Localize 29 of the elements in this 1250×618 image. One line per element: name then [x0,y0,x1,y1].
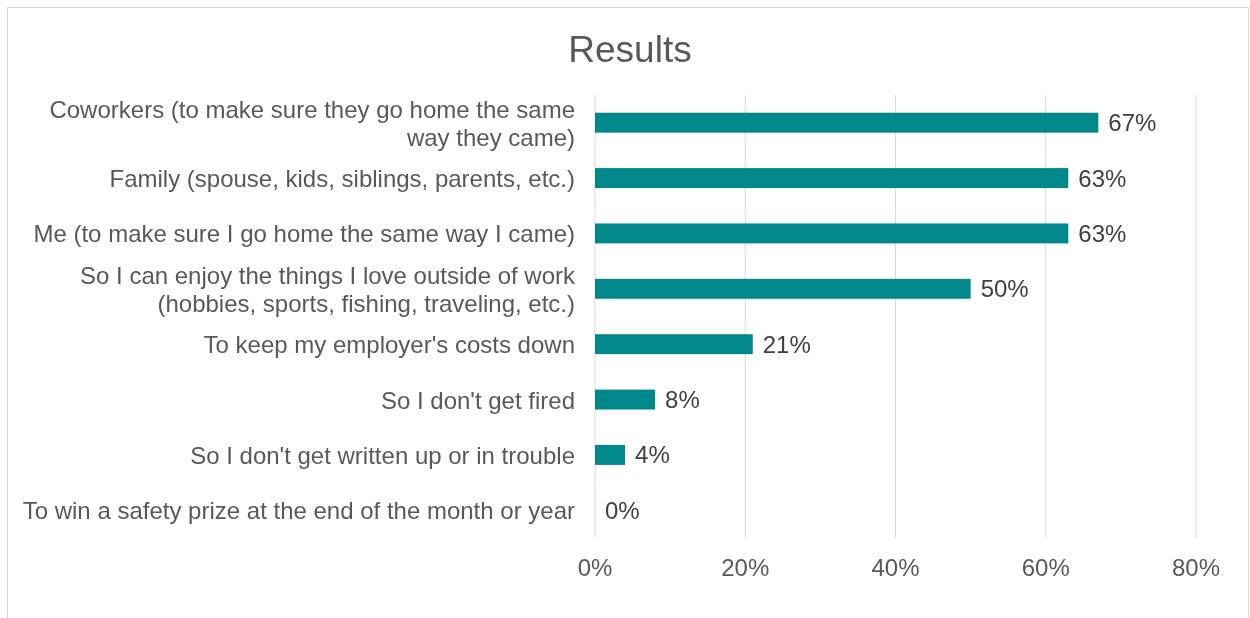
data-label: 50% [980,275,1029,303]
data-label: 8% [665,386,700,414]
x-tick-label: 60% [1021,554,1070,581]
y-tick-label: So I don't get written up or in trouble [190,441,575,469]
x-tick-label: 20% [721,554,770,581]
bar [595,334,753,355]
y-tick-label: Coworkers (to make sure they go home the same way they came) [49,95,575,151]
chart-title: Results [568,29,692,70]
bar [595,389,656,410]
y-tick-label: So I don't get fired [380,386,575,414]
data-label: 63% [1078,219,1127,247]
bar [595,278,971,299]
bar [595,168,1069,189]
y-tick-label: Family (spouse, kids, siblings, parents, etc.) [109,164,575,192]
y-tick-label: To win a safety prize at the end of the month or year [22,496,575,524]
data-label: 4% [635,441,670,469]
data-label: 67% [1108,109,1157,137]
y-tick-label: So I can enjoy the things I love outside of work (hobbies, sports, fishing, traveling, etc.) [80,261,576,317]
x-tick-label: 80% [1171,554,1221,581]
x-tick-label: 40% [871,554,920,581]
bar [595,223,1069,244]
data-label: 63% [1078,164,1127,192]
data-label: 21% [762,330,811,358]
bar [595,444,626,465]
y-tick-label: To keep my employer's costs down [203,330,575,358]
y-tick-label: Me (to make sure I go home the same way I came) [33,219,575,247]
bar [595,112,1099,133]
data-label: 0% [605,496,640,524]
x-tick-label: 0% [577,554,613,581]
